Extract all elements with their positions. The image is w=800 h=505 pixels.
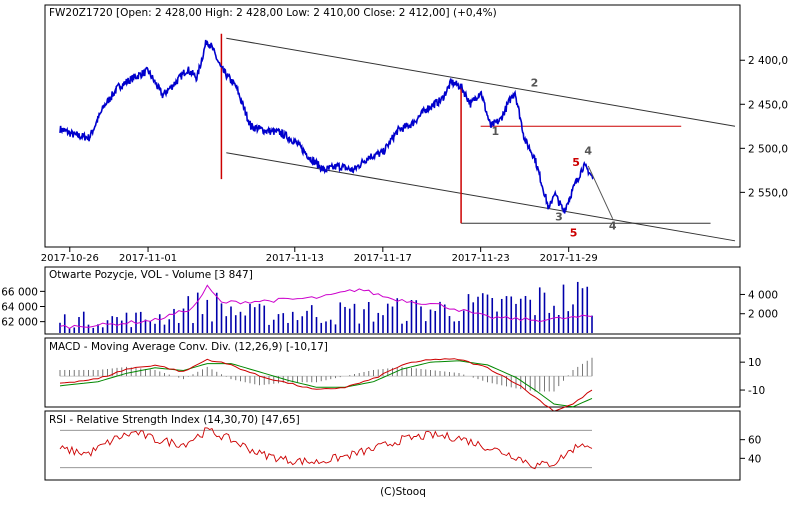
wave-label: 5 — [570, 226, 578, 239]
main-panel: FW20Z1720 [Open: 2 428,00 High: 2 428,00… — [41, 4, 788, 264]
wave-label: 5 — [572, 156, 580, 169]
x-tick-label: 2017-11-13 — [266, 253, 324, 264]
wave-projection-line — [587, 165, 614, 219]
channel-upper-line — [226, 37, 736, 127]
macd-line — [59, 358, 593, 412]
x-tick-label: 2017-11-29 — [540, 253, 598, 264]
x-tick-label: 2017-11-01 — [119, 253, 177, 264]
y-tick-label: 2 450,0 — [748, 99, 788, 111]
wave-label: 4 — [584, 144, 592, 157]
volume-tick-label: 4 000 — [748, 289, 778, 301]
macd-panel: MACD - Moving Average Conv. Div. (12,26,… — [44, 337, 765, 412]
open-interest-line — [59, 284, 593, 329]
volume-marks: 62 000 64 000 66 000 2 000 4 000 — [1, 281, 778, 333]
main-panel-header: FW20Z1720 [Open: 2 428,00 High: 2 428,00… — [49, 7, 497, 19]
rsi-marks: 60 40 — [59, 427, 761, 470]
rsi-panel: RSI - Relative Strength Index (14,30,70)… — [44, 410, 761, 481]
rsi-line — [59, 427, 593, 470]
x-tick-label: 2017-10-26 — [41, 253, 99, 264]
macd-tick-label: -10 — [748, 385, 765, 397]
wave-label: 3 — [555, 211, 563, 224]
wave-label: 1 — [491, 125, 499, 138]
rsi-tick-label: 40 — [748, 453, 761, 465]
oi-tick-label: 64 000 — [1, 302, 38, 314]
macd-marks: 10 -10 — [59, 357, 765, 412]
oi-tick-label: 62 000 — [1, 317, 38, 329]
macd-panel-header: MACD - Moving Average Conv. Div. (12,26,… — [49, 341, 328, 353]
price-series-line — [59, 39, 594, 214]
x-tick-label: 2017-11-17 — [354, 253, 412, 264]
rsi-panel-header: RSI - Relative Strength Index (14,30,70)… — [49, 414, 300, 426]
volume-tick-label: 2 000 — [748, 309, 778, 321]
wave-label: 4 — [609, 219, 617, 232]
y-tick-label: 2 500,0 — [748, 143, 788, 155]
volume-panel-header: Otwarte Pozycje, VOL - Volume [3 847] — [49, 269, 253, 281]
rsi-tick-label: 60 — [748, 435, 761, 447]
channel-lower-line — [226, 152, 736, 242]
x-tick-label: 2017-11-23 — [452, 253, 510, 264]
footer-credit: (C)Stooq — [380, 486, 426, 498]
volume-panel: Otwarte Pozycje, VOL - Volume [3 847] 62… — [1, 266, 778, 335]
wave-label: 2 — [531, 77, 539, 90]
y-tick-label: 2 550,0 — [748, 187, 788, 199]
macd-tick-label: 10 — [748, 357, 761, 369]
main-marks: 2 550,0 2 500,0 2 450,0 2 400,0 2017-10-26 20… — [41, 33, 788, 264]
macd-signal-line — [59, 360, 593, 408]
y-tick-label: 2 400,0 — [748, 55, 788, 67]
oi-tick-label: 66 000 — [1, 286, 38, 298]
